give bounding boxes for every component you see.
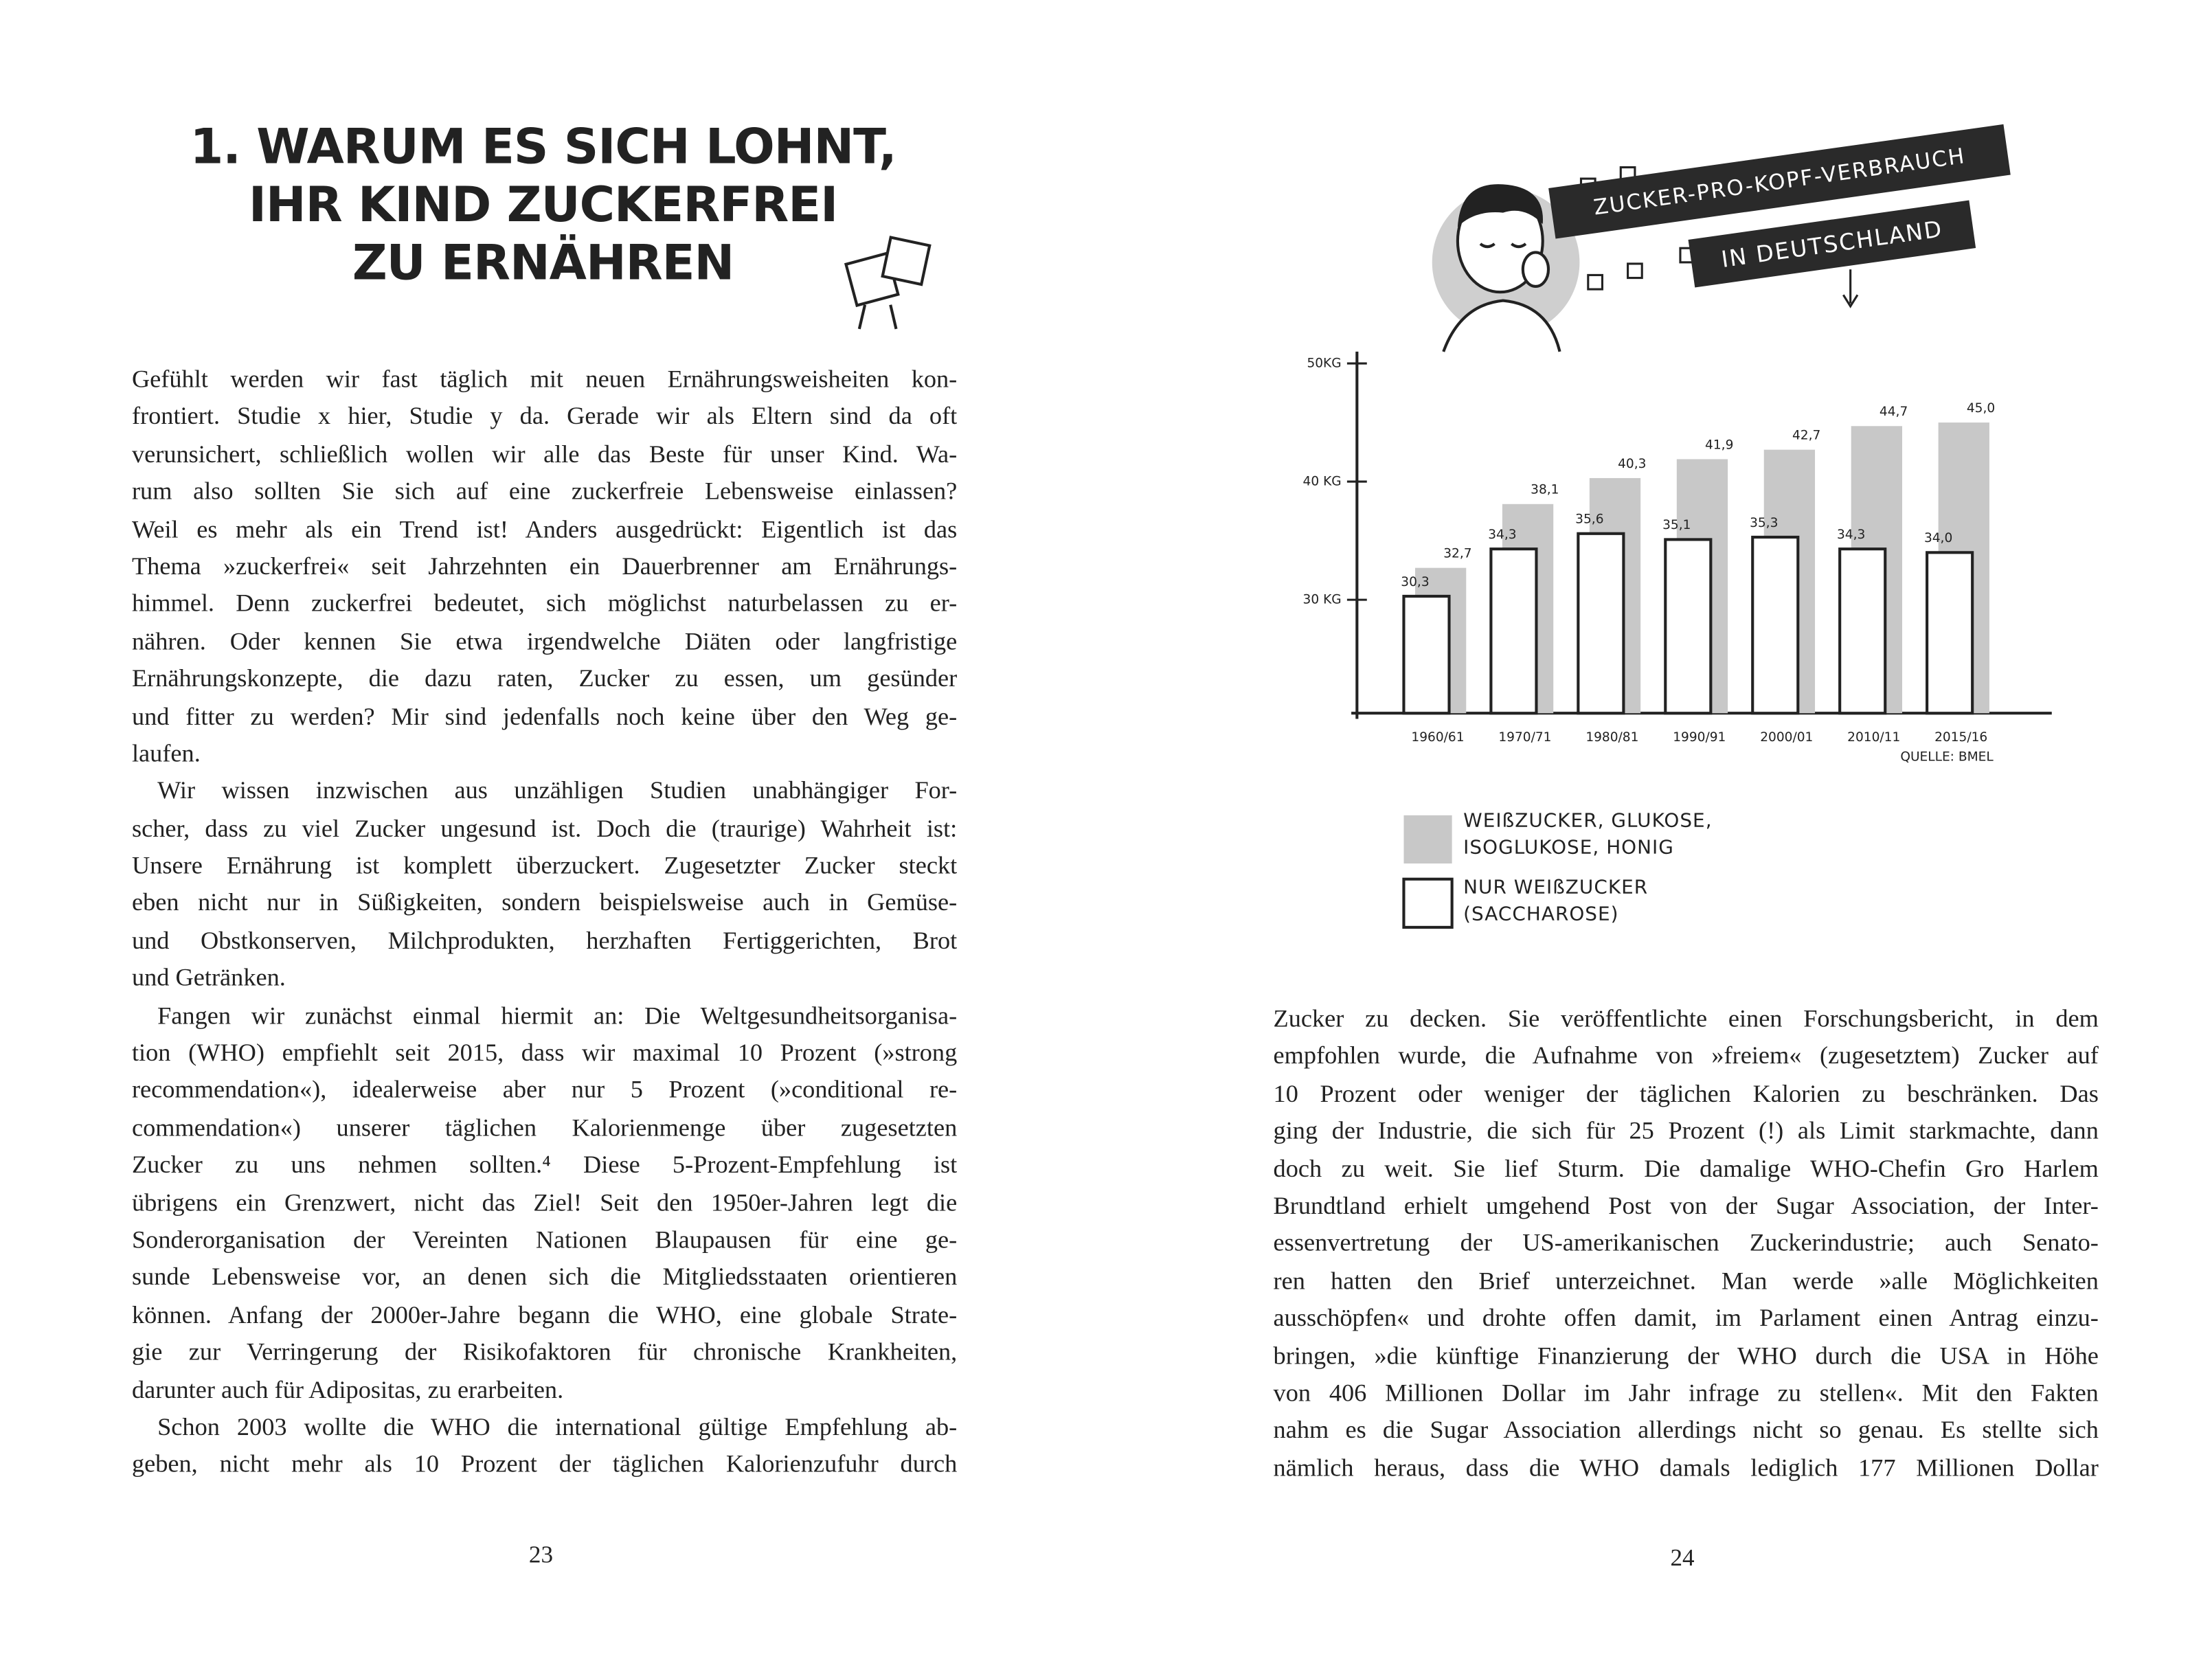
left-text: Gefühlt werden wir fast täglich mit neue…	[132, 360, 957, 1482]
text-line: ren hatten den Brief unterzeichnet. Man …	[1273, 1265, 2099, 1294]
value-label: 42,7	[1792, 429, 1820, 443]
x-tick-label: 1970/71	[1498, 730, 1551, 745]
person-illustration	[1432, 184, 1580, 352]
text-line: Ernährungskonzepte, die dazu raten, Zuck…	[131, 664, 958, 692]
value-label: 40,3	[1618, 457, 1646, 471]
legend-label: NUR WEIßZUCKER (SACCHAROSE)	[1463, 876, 1649, 926]
text-line: empfohlen wurde, die Aufnahme von »freie…	[1273, 1041, 2099, 1070]
text-line: recommendation«), idealerweise aber nur …	[131, 1075, 958, 1104]
text-line: und Getränken.	[131, 963, 286, 992]
text-line: nähren. Oder kennen Sie etwa irgendwelch…	[131, 626, 958, 655]
text-line: übrigens ein Grenzwert, nicht das Ziel! …	[131, 1187, 958, 1217]
text-line: Zucker zu decken. Sie veröffentlichte ei…	[1273, 1004, 2099, 1032]
bar	[1751, 535, 1800, 715]
bar	[1838, 547, 1887, 715]
text-line: Zucker zu uns nehmen sollten.⁴ Diese 5-P…	[131, 1150, 958, 1179]
bar	[1664, 538, 1713, 715]
text-line: Unsere Ernährung ist komplett überzucker…	[131, 850, 958, 879]
legend-swatch	[1403, 815, 1452, 864]
arrow	[1842, 294, 1859, 308]
text-line: frontiert. Studie x hier, Studie y da. G…	[131, 401, 958, 431]
text-line: ausschöpfen« und drohte offen damit, im …	[1273, 1303, 2099, 1332]
text-line: Sonderorganisation der Vereinten Natione…	[131, 1225, 958, 1254]
text-line: Thema »zuckerfrei« seit Jahrzehnten ein …	[131, 551, 958, 580]
text-line: von 406 Millionen Dollar im Jahr infrage…	[1273, 1378, 2099, 1407]
y-tick-label: 40 KG	[1303, 475, 1342, 489]
value-label: 32,7	[1443, 547, 1471, 561]
text-line: essenvertretung der US-amerikanischen Zu…	[1273, 1228, 2099, 1257]
value-label: 34,3	[1488, 528, 1516, 542]
page-number: 24	[1670, 1544, 1695, 1572]
bar	[1577, 532, 1625, 715]
y-tick-label: 50KG	[1307, 357, 1341, 371]
banner	[1688, 200, 1976, 288]
text-line: laufen.	[131, 738, 201, 767]
text-line: geben, nicht mehr als 10 Prozent der täg…	[131, 1449, 958, 1478]
value-label: 35,1	[1662, 518, 1691, 532]
text-line: Wir wissen inzwischen aus unzähligen Stu…	[157, 776, 958, 804]
bar	[1926, 551, 1974, 715]
x-tick-label: 1990/91	[1673, 730, 1726, 745]
text-line: gie zur Verringerung der Risikofaktoren …	[131, 1337, 958, 1366]
text-line: doch zu weit. Sie lief Sturm. Die damali…	[1273, 1153, 2099, 1182]
x-tick-label: 2000/01	[1760, 730, 1813, 745]
y-tick-label: 30 KG	[1303, 593, 1342, 607]
text-line: rum also sollten Sie sich auf eine zucke…	[131, 476, 958, 506]
heading-line: ZU ERNÄHREN	[352, 235, 734, 293]
bar	[1489, 547, 1538, 715]
text-line: scher, dass zu viel Zucker ungesund ist.…	[131, 813, 958, 842]
legend-label: WEIßZUCKER, GLUKOSE, ISOGLUKOSE, HONIG	[1463, 809, 1713, 859]
chart-source: QUELLE: BMEL	[1900, 750, 1994, 765]
value-label: 35,6	[1575, 512, 1603, 527]
text-line: und Obstkonserven, Milchprodukten, herzh…	[131, 925, 958, 954]
text-line: ging der Industrie, die sich für 25 Proz…	[1273, 1116, 2099, 1145]
value-label: 30,3	[1401, 575, 1429, 589]
heading: 1. WARUM ES SICH LOHNT, IHR KIND ZUCKERFR…	[132, 119, 954, 293]
text-line: können. Anfang der 2000er-Jahre begann d…	[131, 1300, 958, 1329]
text-line: darunter auch für Adipositas, zu erarbei…	[131, 1375, 564, 1403]
value-label: 41,9	[1705, 438, 1733, 452]
text-line: eben nicht nur in Süßigkeiten, sondern b…	[131, 888, 958, 917]
value-label: 45,0	[1967, 401, 1995, 416]
text-line: commendation«) unserer täglichen Kalorie…	[131, 1112, 958, 1142]
right-text: Zucker zu decken. Sie veröffentlichte ei…	[1274, 999, 2099, 1486]
cube-doodle	[844, 236, 932, 330]
text-line: Weil es mehr als ein Trend ist! Anders a…	[131, 514, 958, 543]
x-tick-label: 2010/11	[1847, 730, 1900, 745]
text-line: 10 Prozent oder weniger der täglichen Ka…	[1273, 1078, 2099, 1107]
text-line: Brundtland erhielt umgehend Post von der…	[1273, 1190, 2099, 1220]
bar	[1402, 594, 1451, 715]
text-line: und fitter zu werden? Mir sind jedenfall…	[131, 701, 958, 730]
banner	[1548, 124, 2011, 239]
x-tick-label: 1960/61	[1411, 730, 1464, 745]
x-tick-label: 2015/16	[1934, 730, 1987, 745]
value-label: 34,0	[1924, 531, 1952, 545]
text-line: Fangen wir zunächst einmal hiermit an: D…	[157, 1000, 958, 1029]
text-line: verunsichert, schließlich wollen wir all…	[131, 439, 958, 468]
text-line: sunde Lebensweise vor, an denen sich die…	[131, 1262, 958, 1291]
page-number: 23	[528, 1541, 553, 1568]
text-line: Gefühlt werden wir fast täglich mit neue…	[131, 364, 958, 393]
heading-line: 1. WARUM ES SICH LOHNT,	[190, 119, 896, 176]
text-line: tion (WHO) empfiehlt seit 2015, dass wir…	[131, 1037, 958, 1067]
value-label: 34,3	[1837, 528, 1865, 542]
text-line: nämlich heraus, dass die WHO damals ledi…	[1273, 1453, 2099, 1482]
text-line: nahm es die Sugar Association allerdings…	[1273, 1415, 2099, 1444]
value-label: 38,1	[1531, 483, 1559, 497]
legend-swatch	[1402, 877, 1454, 929]
heading-line: IHR KIND ZUCKERFREI	[248, 177, 838, 234]
text-line: Schon 2003 wollte die WHO die internatio…	[157, 1412, 958, 1441]
x-tick-label: 1980/81	[1585, 730, 1638, 745]
value-label: 44,7	[1880, 405, 1908, 419]
text-line: bringen, »die künftige Finanzierung der …	[1273, 1340, 2099, 1369]
text-line: himmel. Denn zuckerfrei bedeutet, sich m…	[131, 589, 958, 618]
value-label: 35,3	[1750, 516, 1778, 530]
